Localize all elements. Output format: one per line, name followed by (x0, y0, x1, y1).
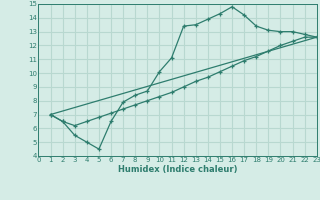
X-axis label: Humidex (Indice chaleur): Humidex (Indice chaleur) (118, 165, 237, 174)
